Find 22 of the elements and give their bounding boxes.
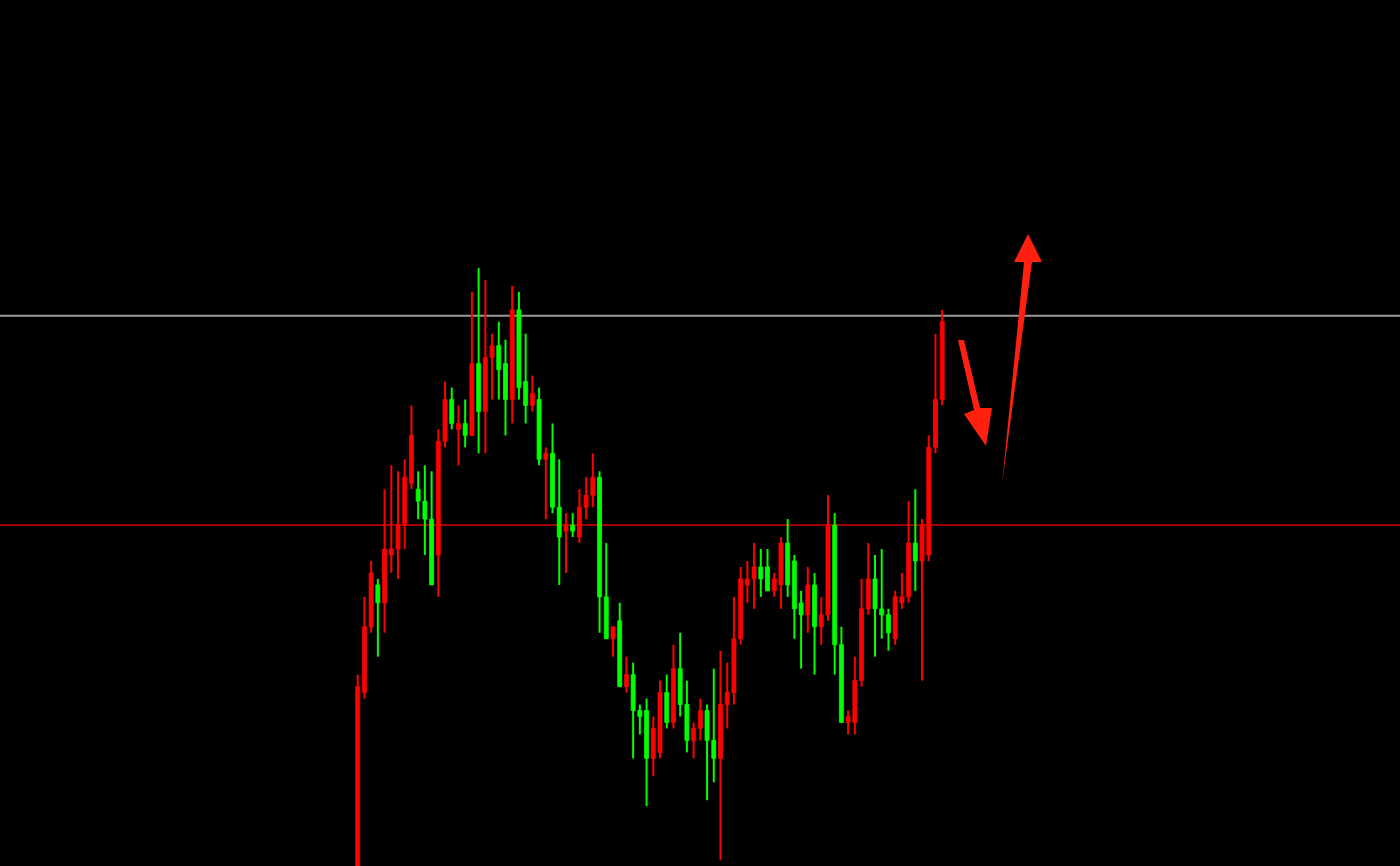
candlestick [462,398,468,449]
candlestick [778,536,784,610]
candlestick [449,386,455,431]
candlestick [812,571,817,676]
candlestick [456,404,461,467]
candlestick [912,488,918,592]
candlestick [624,655,629,694]
candlestick [758,548,764,598]
candlestick [644,697,649,808]
candlestick [375,577,381,658]
candlestick [765,548,770,592]
candlestick [751,542,757,610]
candlestick [630,661,636,760]
candlestick [529,374,535,413]
candlestick [563,512,569,574]
candlestick [805,565,811,634]
candlestick [610,625,616,658]
candlestick [664,673,670,730]
candlestick [476,266,482,455]
candlestick [543,446,549,521]
candlestick [570,512,576,539]
candlestick [872,554,878,658]
